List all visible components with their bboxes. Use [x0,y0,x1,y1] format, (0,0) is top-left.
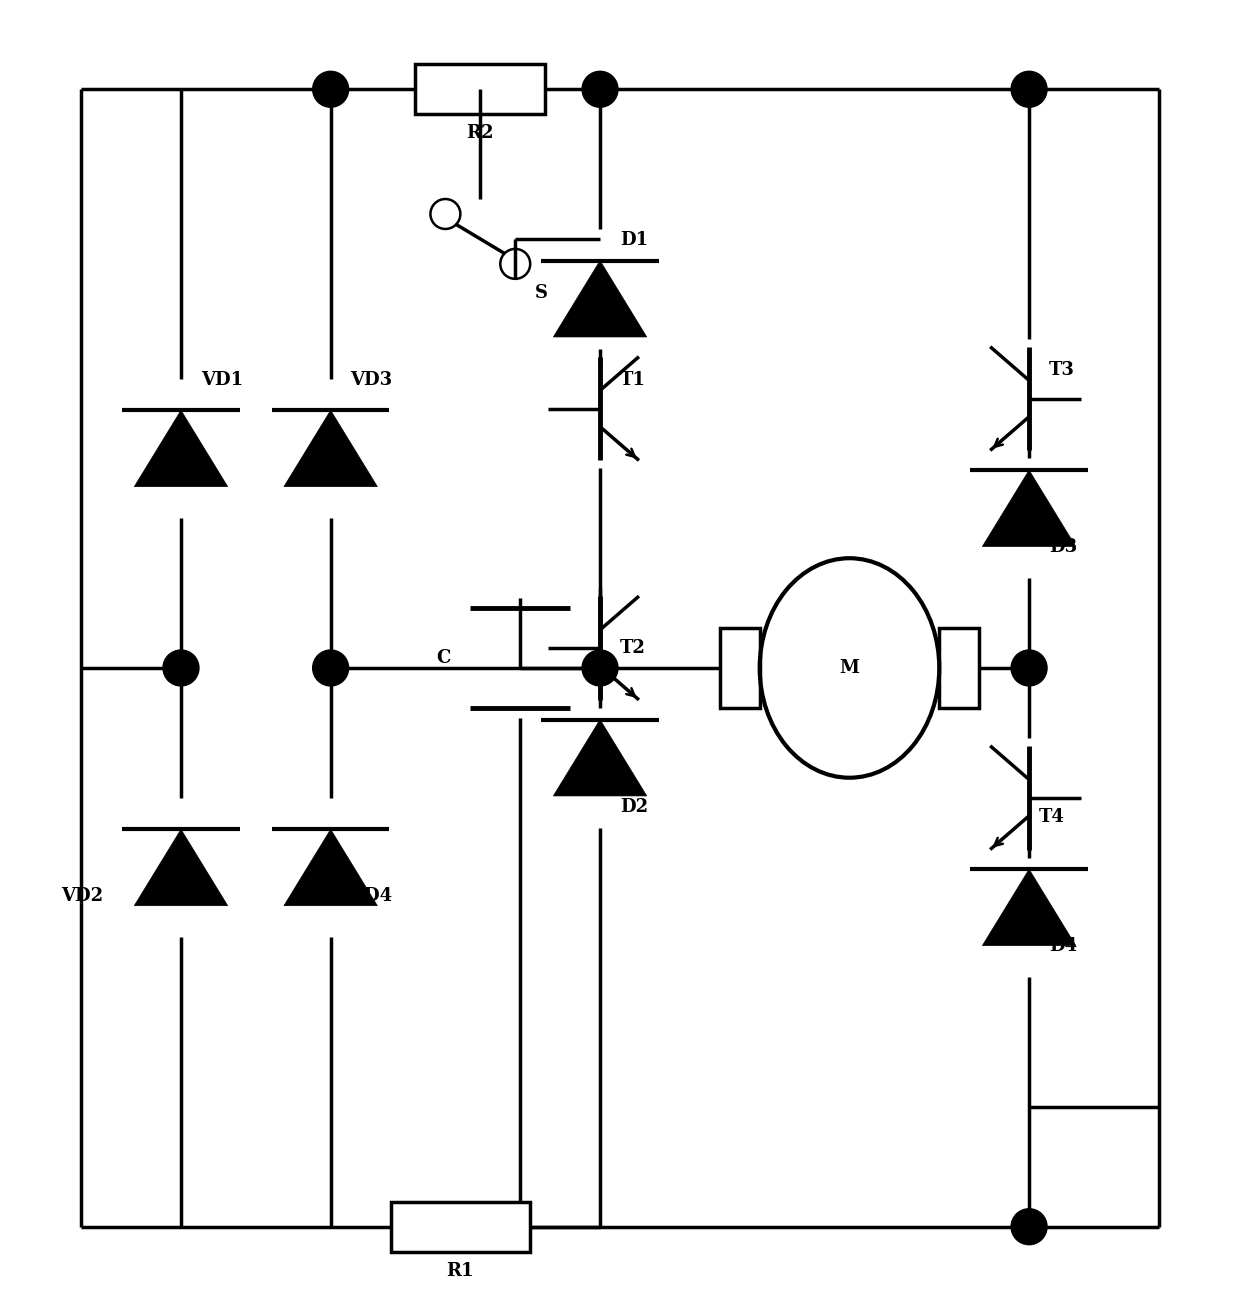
Text: VD1: VD1 [201,370,243,388]
Polygon shape [982,870,1076,946]
Circle shape [162,650,198,685]
Circle shape [582,72,618,107]
Bar [719,628,760,708]
Text: M: M [839,659,859,678]
Text: T1: T1 [620,370,646,388]
Polygon shape [553,260,647,337]
Bar [939,628,980,708]
Circle shape [1011,1209,1047,1245]
Text: VD2: VD2 [61,887,103,905]
Polygon shape [553,719,647,797]
Bar [391,1202,531,1252]
Text: D2: D2 [620,798,649,816]
Text: D4: D4 [1049,938,1078,955]
Polygon shape [284,411,377,487]
Polygon shape [134,411,228,487]
Text: T4: T4 [1039,807,1065,825]
Text: C: C [436,649,450,667]
Text: R1: R1 [446,1262,474,1279]
Circle shape [1011,72,1047,107]
Text: R2: R2 [466,124,494,143]
Text: T2: T2 [620,640,646,657]
Circle shape [1011,650,1047,685]
Text: VD4: VD4 [351,887,393,905]
Circle shape [312,72,348,107]
Circle shape [312,650,348,685]
Circle shape [582,650,618,685]
Text: T3: T3 [1049,361,1075,378]
Text: VD3: VD3 [351,370,393,388]
Polygon shape [284,829,377,905]
Text: D1: D1 [620,232,649,249]
Text: D3: D3 [1049,539,1078,556]
Bar [415,64,546,114]
Polygon shape [134,829,228,905]
Text: S: S [536,284,548,302]
Polygon shape [982,470,1076,547]
